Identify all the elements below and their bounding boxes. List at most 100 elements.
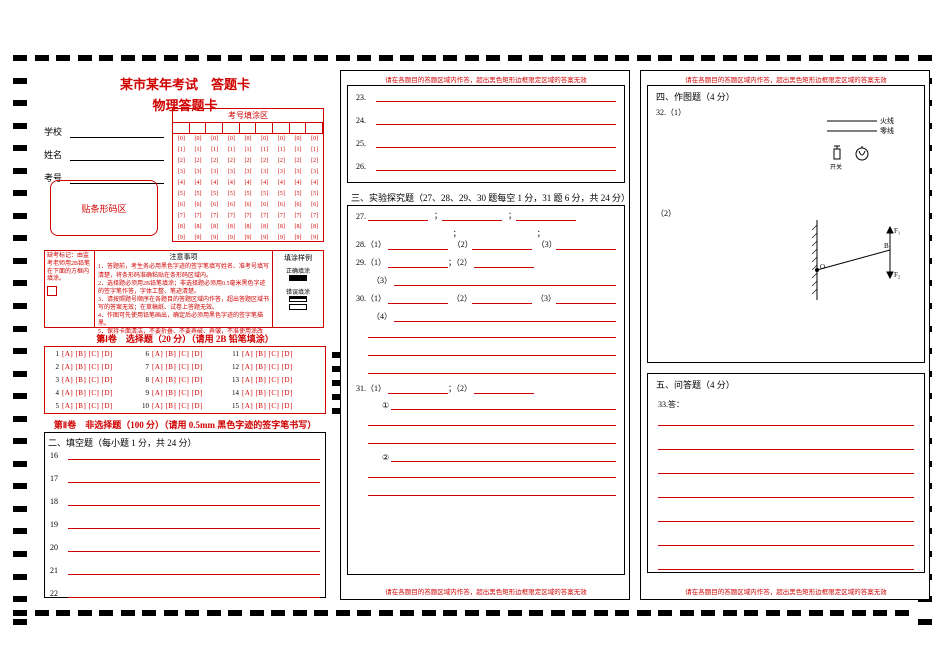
id-bubble[interactable]: 9 — [306, 233, 323, 244]
id-bubble[interactable]: 0 — [240, 134, 257, 145]
answer-line[interactable] — [658, 488, 914, 498]
mc-bubbles[interactable]: [A] [B] [C] [D] — [152, 350, 226, 362]
id-bubble[interactable]: 1 — [206, 145, 223, 156]
id-bubble[interactable]: 6 — [173, 200, 190, 211]
answer-line[interactable] — [472, 295, 532, 304]
id-bubble[interactable]: 2 — [206, 156, 223, 167]
fill-line[interactable] — [376, 138, 616, 148]
id-bubble[interactable]: 8 — [273, 222, 290, 233]
id-bubble[interactable]: 4 — [173, 178, 190, 189]
id-bubble[interactable]: 4 — [240, 178, 257, 189]
answer-line[interactable] — [516, 212, 576, 221]
id-bubble[interactable]: 8 — [223, 222, 240, 233]
mc-bubbles[interactable]: [A] [B] [C] [D] — [242, 389, 316, 401]
id-bubble[interactable]: 1 — [190, 145, 207, 156]
answer-line[interactable] — [388, 259, 448, 268]
mc-bubbles[interactable]: [A] [B] [C] [D] — [62, 363, 136, 375]
answer-line[interactable] — [388, 241, 448, 250]
id-bubble[interactable]: 3 — [256, 167, 273, 178]
id-bubble[interactable]: 8 — [306, 222, 323, 233]
id-bubble[interactable]: 9 — [190, 233, 207, 244]
id-bubble[interactable]: 4 — [273, 178, 290, 189]
fill-line[interactable] — [68, 450, 320, 460]
fill-line[interactable] — [376, 161, 616, 171]
id-bubble[interactable]: 9 — [273, 233, 290, 244]
input-name[interactable] — [70, 151, 164, 161]
answer-line[interactable] — [368, 365, 616, 374]
id-bubble[interactable]: 5 — [256, 189, 273, 200]
id-bubble[interactable]: 1 — [240, 145, 257, 156]
mc-bubbles[interactable]: [A] [B] [C] [D] — [62, 389, 136, 401]
answer-line[interactable] — [474, 259, 534, 268]
id-bubble[interactable]: 3 — [306, 167, 323, 178]
id-bubble[interactable]: 1 — [173, 145, 190, 156]
id-bubble[interactable]: 1 — [256, 145, 273, 156]
id-bubble[interactable]: 8 — [173, 222, 190, 233]
fill-line[interactable] — [68, 565, 320, 575]
answer-line[interactable] — [394, 313, 616, 322]
id-bubble[interactable]: 2 — [223, 156, 240, 167]
id-bubble[interactable]: 1 — [273, 145, 290, 156]
id-bubble[interactable]: 8 — [190, 222, 207, 233]
id-bubble[interactable]: 7 — [290, 211, 307, 222]
mc-bubbles[interactable]: [A] [B] [C] [D] — [242, 350, 316, 362]
id-bubble[interactable]: 4 — [223, 178, 240, 189]
id-bubble[interactable]: 5 — [273, 189, 290, 200]
id-bubble[interactable]: 1 — [306, 145, 323, 156]
answer-line[interactable] — [368, 469, 616, 478]
answer-line[interactable] — [394, 277, 616, 286]
mc-bubbles[interactable]: [A] [B] [C] [D] — [152, 389, 226, 401]
id-bubble[interactable]: 0 — [273, 134, 290, 145]
id-bubble[interactable]: 6 — [240, 200, 257, 211]
id-bubble[interactable]: 3 — [190, 167, 207, 178]
answer-line[interactable] — [556, 295, 616, 304]
mc-bubbles[interactable]: [A] [B] [C] [D] — [152, 376, 226, 388]
id-bubble[interactable]: 8 — [206, 222, 223, 233]
fill-line[interactable] — [68, 519, 320, 529]
answer-line[interactable] — [658, 440, 914, 450]
id-bubble[interactable]: 6 — [306, 200, 323, 211]
answer-line[interactable] — [658, 512, 914, 522]
answer-line[interactable] — [658, 416, 914, 426]
id-bubble[interactable]: 8 — [290, 222, 307, 233]
id-bubble[interactable]: 0 — [256, 134, 273, 145]
fill-line[interactable] — [376, 115, 616, 125]
answer-line[interactable] — [388, 385, 448, 394]
mc-bubbles[interactable]: [A] [B] [C] [D] — [152, 402, 226, 414]
id-bubble[interactable]: 3 — [273, 167, 290, 178]
mc-bubbles[interactable]: [A] [B] [C] [D] — [242, 402, 316, 414]
id-bubble[interactable]: 0 — [190, 134, 207, 145]
id-bubble[interactable]: 9 — [256, 233, 273, 244]
answer-line[interactable] — [368, 212, 428, 221]
id-bubble[interactable]: 7 — [240, 211, 257, 222]
mc-bubbles[interactable]: [A] [B] [C] [D] — [242, 376, 316, 388]
id-bubble[interactable]: 9 — [290, 233, 307, 244]
id-bubble[interactable]: 7 — [273, 211, 290, 222]
answer-line[interactable] — [658, 536, 914, 546]
mc-bubbles[interactable]: [A] [B] [C] [D] — [62, 350, 136, 362]
id-bubble[interactable]: 2 — [173, 156, 190, 167]
answer-line[interactable] — [391, 401, 616, 410]
id-bubble[interactable]: 3 — [173, 167, 190, 178]
id-bubble[interactable]: 7 — [223, 211, 240, 222]
id-bubble[interactable]: 9 — [240, 233, 257, 244]
id-bubble[interactable]: 9 — [173, 233, 190, 244]
id-bubble[interactable]: 2 — [256, 156, 273, 167]
id-bubble[interactable]: 7 — [256, 211, 273, 222]
answer-line[interactable] — [442, 212, 502, 221]
answer-line[interactable] — [368, 417, 616, 426]
id-bubble[interactable]: 6 — [290, 200, 307, 211]
answer-line[interactable] — [368, 329, 616, 338]
input-school[interactable] — [70, 128, 164, 138]
id-bubble[interactable]: 9 — [223, 233, 240, 244]
id-bubble[interactable]: 0 — [290, 134, 307, 145]
mc-bubbles[interactable]: [A] [B] [C] [D] — [62, 402, 136, 414]
id-bubble[interactable]: 6 — [273, 200, 290, 211]
id-bubble[interactable]: 3 — [206, 167, 223, 178]
id-bubble[interactable]: 1 — [223, 145, 240, 156]
id-bubble[interactable]: 9 — [206, 233, 223, 244]
id-bubble[interactable]: 8 — [256, 222, 273, 233]
id-bubble[interactable]: 6 — [190, 200, 207, 211]
answer-line[interactable] — [556, 241, 616, 250]
mc-bubbles[interactable]: [A] [B] [C] [D] — [152, 363, 226, 375]
